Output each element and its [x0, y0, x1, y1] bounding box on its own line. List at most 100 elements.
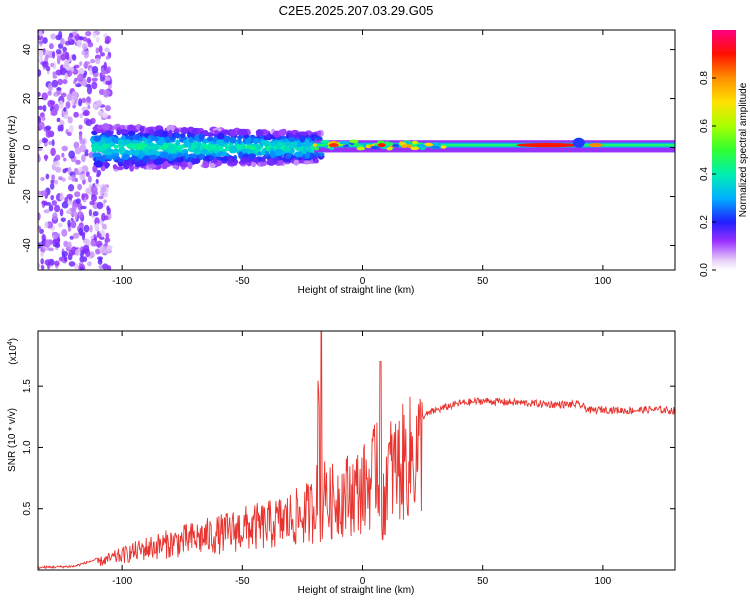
spectrogram-x-tick-label: -50 [235, 276, 250, 287]
spectrogram-cell [79, 138, 86, 145]
spectrogram-cell [90, 58, 96, 64]
spectrogram-cell [130, 159, 136, 165]
spectrogram-cell [95, 36, 100, 43]
spectrogram-cell [40, 264, 45, 270]
spectrogram-cell [101, 70, 106, 75]
spectrogram-cell [153, 130, 162, 137]
spectrogram-y-tick-label: 20 [22, 93, 33, 105]
spectrogram-cell [80, 205, 87, 210]
spectrogram-cell [49, 43, 54, 50]
spectrogram-cell [192, 127, 198, 135]
spectrogram-cell [38, 121, 45, 130]
spectrogram-cell [196, 141, 201, 149]
spectrogram-cell [288, 136, 296, 142]
spectrogram-cell [79, 250, 84, 258]
spectrogram-cell [50, 179, 56, 184]
spectrogram-y-tick-label: -40 [22, 238, 33, 253]
spectrogram-cell [41, 200, 48, 205]
spectrogram-cell [40, 176, 45, 182]
spectrogram-cell [314, 158, 319, 164]
spectrogram-cell [100, 52, 105, 57]
spectrogram-cell [52, 75, 58, 79]
spectrogram-cell [82, 244, 90, 252]
spectrogram-cell [129, 164, 135, 172]
snr-x-axis-title: Height of straight line (km) [298, 585, 415, 596]
spectrogram-cell [264, 150, 269, 156]
spectrogram-cell [216, 139, 224, 144]
spectrogram-x-axis-title: Height of straight line (km) [298, 285, 415, 296]
spectrogram-cell [79, 266, 84, 270]
spectrogram-cell [65, 101, 71, 109]
spectrogram-cell [209, 162, 216, 169]
spectrogram-cell [433, 142, 439, 146]
snr-y-tick-label: 1.0 [22, 440, 33, 454]
spectrogram-cell [94, 146, 104, 153]
spectrogram-cell [386, 146, 393, 151]
spectrogram-cell [287, 152, 292, 158]
spectrogram-cell [252, 158, 258, 163]
colorbar-tick-label: 0.2 [699, 215, 710, 229]
spectrogram-cell [96, 201, 104, 210]
spectrogram-cell [60, 217, 66, 223]
colorbar-tick-label: 0.0 [699, 263, 710, 277]
spectrogram-cell [206, 136, 214, 142]
spectrogram-cell [60, 38, 65, 45]
spectrogram-cell [38, 30, 43, 37]
spectrogram-cell [85, 30, 92, 37]
spectrogram-cell [283, 141, 292, 146]
spectrogram-cell [63, 256, 68, 262]
spectrogram-cell [407, 144, 413, 148]
spectrogram-cell [95, 57, 101, 65]
spectrogram-cell [128, 130, 136, 136]
spectrogram-cell [423, 142, 434, 147]
spectrogram-cell [75, 198, 81, 204]
spectrogram-cell [95, 47, 100, 54]
snr-y-axis-title: SNR (10 * v/v) [7, 408, 18, 472]
spectrogram-cell [63, 240, 69, 247]
spectrogram-cell [98, 257, 103, 262]
spectrogram-cell [104, 47, 110, 53]
spectrogram-cell [52, 212, 58, 221]
spectrogram-cell [103, 89, 111, 97]
spectrogram-cell [317, 130, 322, 137]
spectrogram-cell [63, 157, 67, 162]
spectrogram-cell [72, 202, 77, 211]
spectrogram-cell [103, 61, 108, 71]
spectrogram-cell [71, 54, 77, 61]
spectrogram-cell [38, 69, 42, 77]
spectrogram-cell [86, 85, 93, 95]
spectrogram-cell [79, 144, 87, 153]
spectrogram-cell [90, 186, 98, 194]
spectrogram-cell [58, 100, 64, 109]
spectrogram-cell [175, 145, 183, 151]
spectrogram-cell [83, 62, 89, 69]
spectrogram-cell [91, 81, 98, 90]
spectrogram-cell [83, 50, 89, 59]
spectrogram-cell [97, 124, 103, 130]
colorbar-ticks: 0.0 0.2 0.4 0.6 0.8 [699, 71, 716, 277]
spectrogram-cell [94, 217, 100, 226]
spectrogram-cell [44, 50, 51, 55]
spectrogram-cell [45, 173, 50, 180]
spectrogram-frame [37, 29, 676, 271]
spectrogram-cell [304, 152, 311, 158]
spectrogram-cell [387, 142, 394, 146]
spectrogram-cell [68, 124, 74, 133]
spectrogram-cell [125, 139, 132, 144]
spectrogram-cell [78, 227, 84, 236]
spectrogram-cell [112, 148, 120, 154]
spectrogram-cell [248, 153, 257, 159]
spectrogram-cell [52, 71, 56, 76]
spectrogram-x-tick-label: -100 [112, 276, 132, 287]
spectrogram-marks [38, 30, 675, 270]
spectrogram-cell [339, 140, 350, 145]
spectrogram-cell [60, 92, 67, 98]
spectrogram-cell [183, 141, 192, 148]
spectrogram-cell [72, 232, 80, 239]
spectrogram-cell [212, 158, 218, 164]
spectrogram-cell [82, 36, 88, 42]
spectrogram-cell [95, 178, 99, 184]
spectrogram-cell [60, 64, 64, 72]
spectrogram-cell [81, 78, 88, 87]
spectrogram-cell [92, 32, 97, 38]
